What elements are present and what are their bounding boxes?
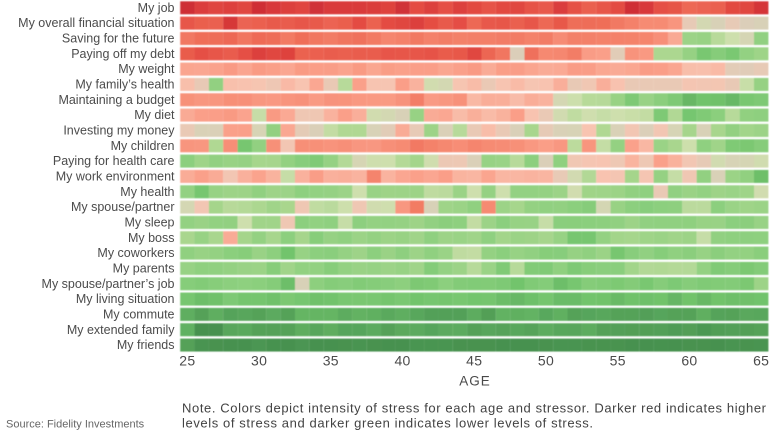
- svg-text:25: 25: [179, 353, 195, 369]
- svg-text:30: 30: [251, 353, 267, 369]
- svg-text:My diet: My diet: [134, 108, 175, 122]
- svg-text:My parents: My parents: [113, 262, 175, 276]
- svg-text:65: 65: [753, 353, 769, 369]
- svg-text:My overall financial situation: My overall financial situation: [18, 16, 174, 30]
- svg-text:My family’s health: My family’s health: [75, 78, 174, 92]
- svg-text:My living situation: My living situation: [76, 292, 175, 306]
- svg-text:My spouse/partner’s job: My spouse/partner’s job: [42, 277, 175, 291]
- svg-text:My friends: My friends: [117, 338, 175, 352]
- svg-text:My children: My children: [111, 139, 175, 153]
- svg-text:My spouse/partner: My spouse/partner: [71, 200, 175, 214]
- svg-text:55: 55: [610, 353, 626, 369]
- svg-text:40: 40: [394, 353, 410, 369]
- svg-text:Note. Colors depict intensity: Note. Colors depict intensity of stress …: [182, 401, 767, 416]
- svg-text:Maintaining a budget: Maintaining a budget: [58, 93, 175, 107]
- svg-text:45: 45: [466, 353, 482, 369]
- svg-text:50: 50: [538, 353, 554, 369]
- svg-text:My boss: My boss: [128, 231, 175, 245]
- svg-text:35: 35: [323, 353, 339, 369]
- svg-text:My commute: My commute: [103, 308, 175, 322]
- svg-text:Paying off my debt: Paying off my debt: [71, 47, 175, 61]
- svg-text:My job: My job: [138, 1, 175, 15]
- svg-text:AGE: AGE: [459, 374, 491, 389]
- svg-text:My coworkers: My coworkers: [97, 246, 174, 260]
- svg-text:My health: My health: [120, 185, 174, 199]
- svg-text:Source: Fidelity Investments: Source: Fidelity Investments: [6, 419, 145, 431]
- svg-text:My weight: My weight: [118, 62, 175, 76]
- svg-text:Investing my money: Investing my money: [63, 124, 175, 138]
- svg-text:60: 60: [681, 353, 697, 369]
- svg-text:Saving for the future: Saving for the future: [62, 32, 175, 46]
- svg-text:My work environment: My work environment: [56, 170, 175, 184]
- svg-text:levels of stress and darker gr: levels of stress and darker green indica…: [182, 416, 594, 431]
- svg-text:My extended family: My extended family: [67, 323, 175, 337]
- svg-text:My sleep: My sleep: [124, 216, 174, 230]
- svg-text:Paying for health care: Paying for health care: [53, 154, 175, 168]
